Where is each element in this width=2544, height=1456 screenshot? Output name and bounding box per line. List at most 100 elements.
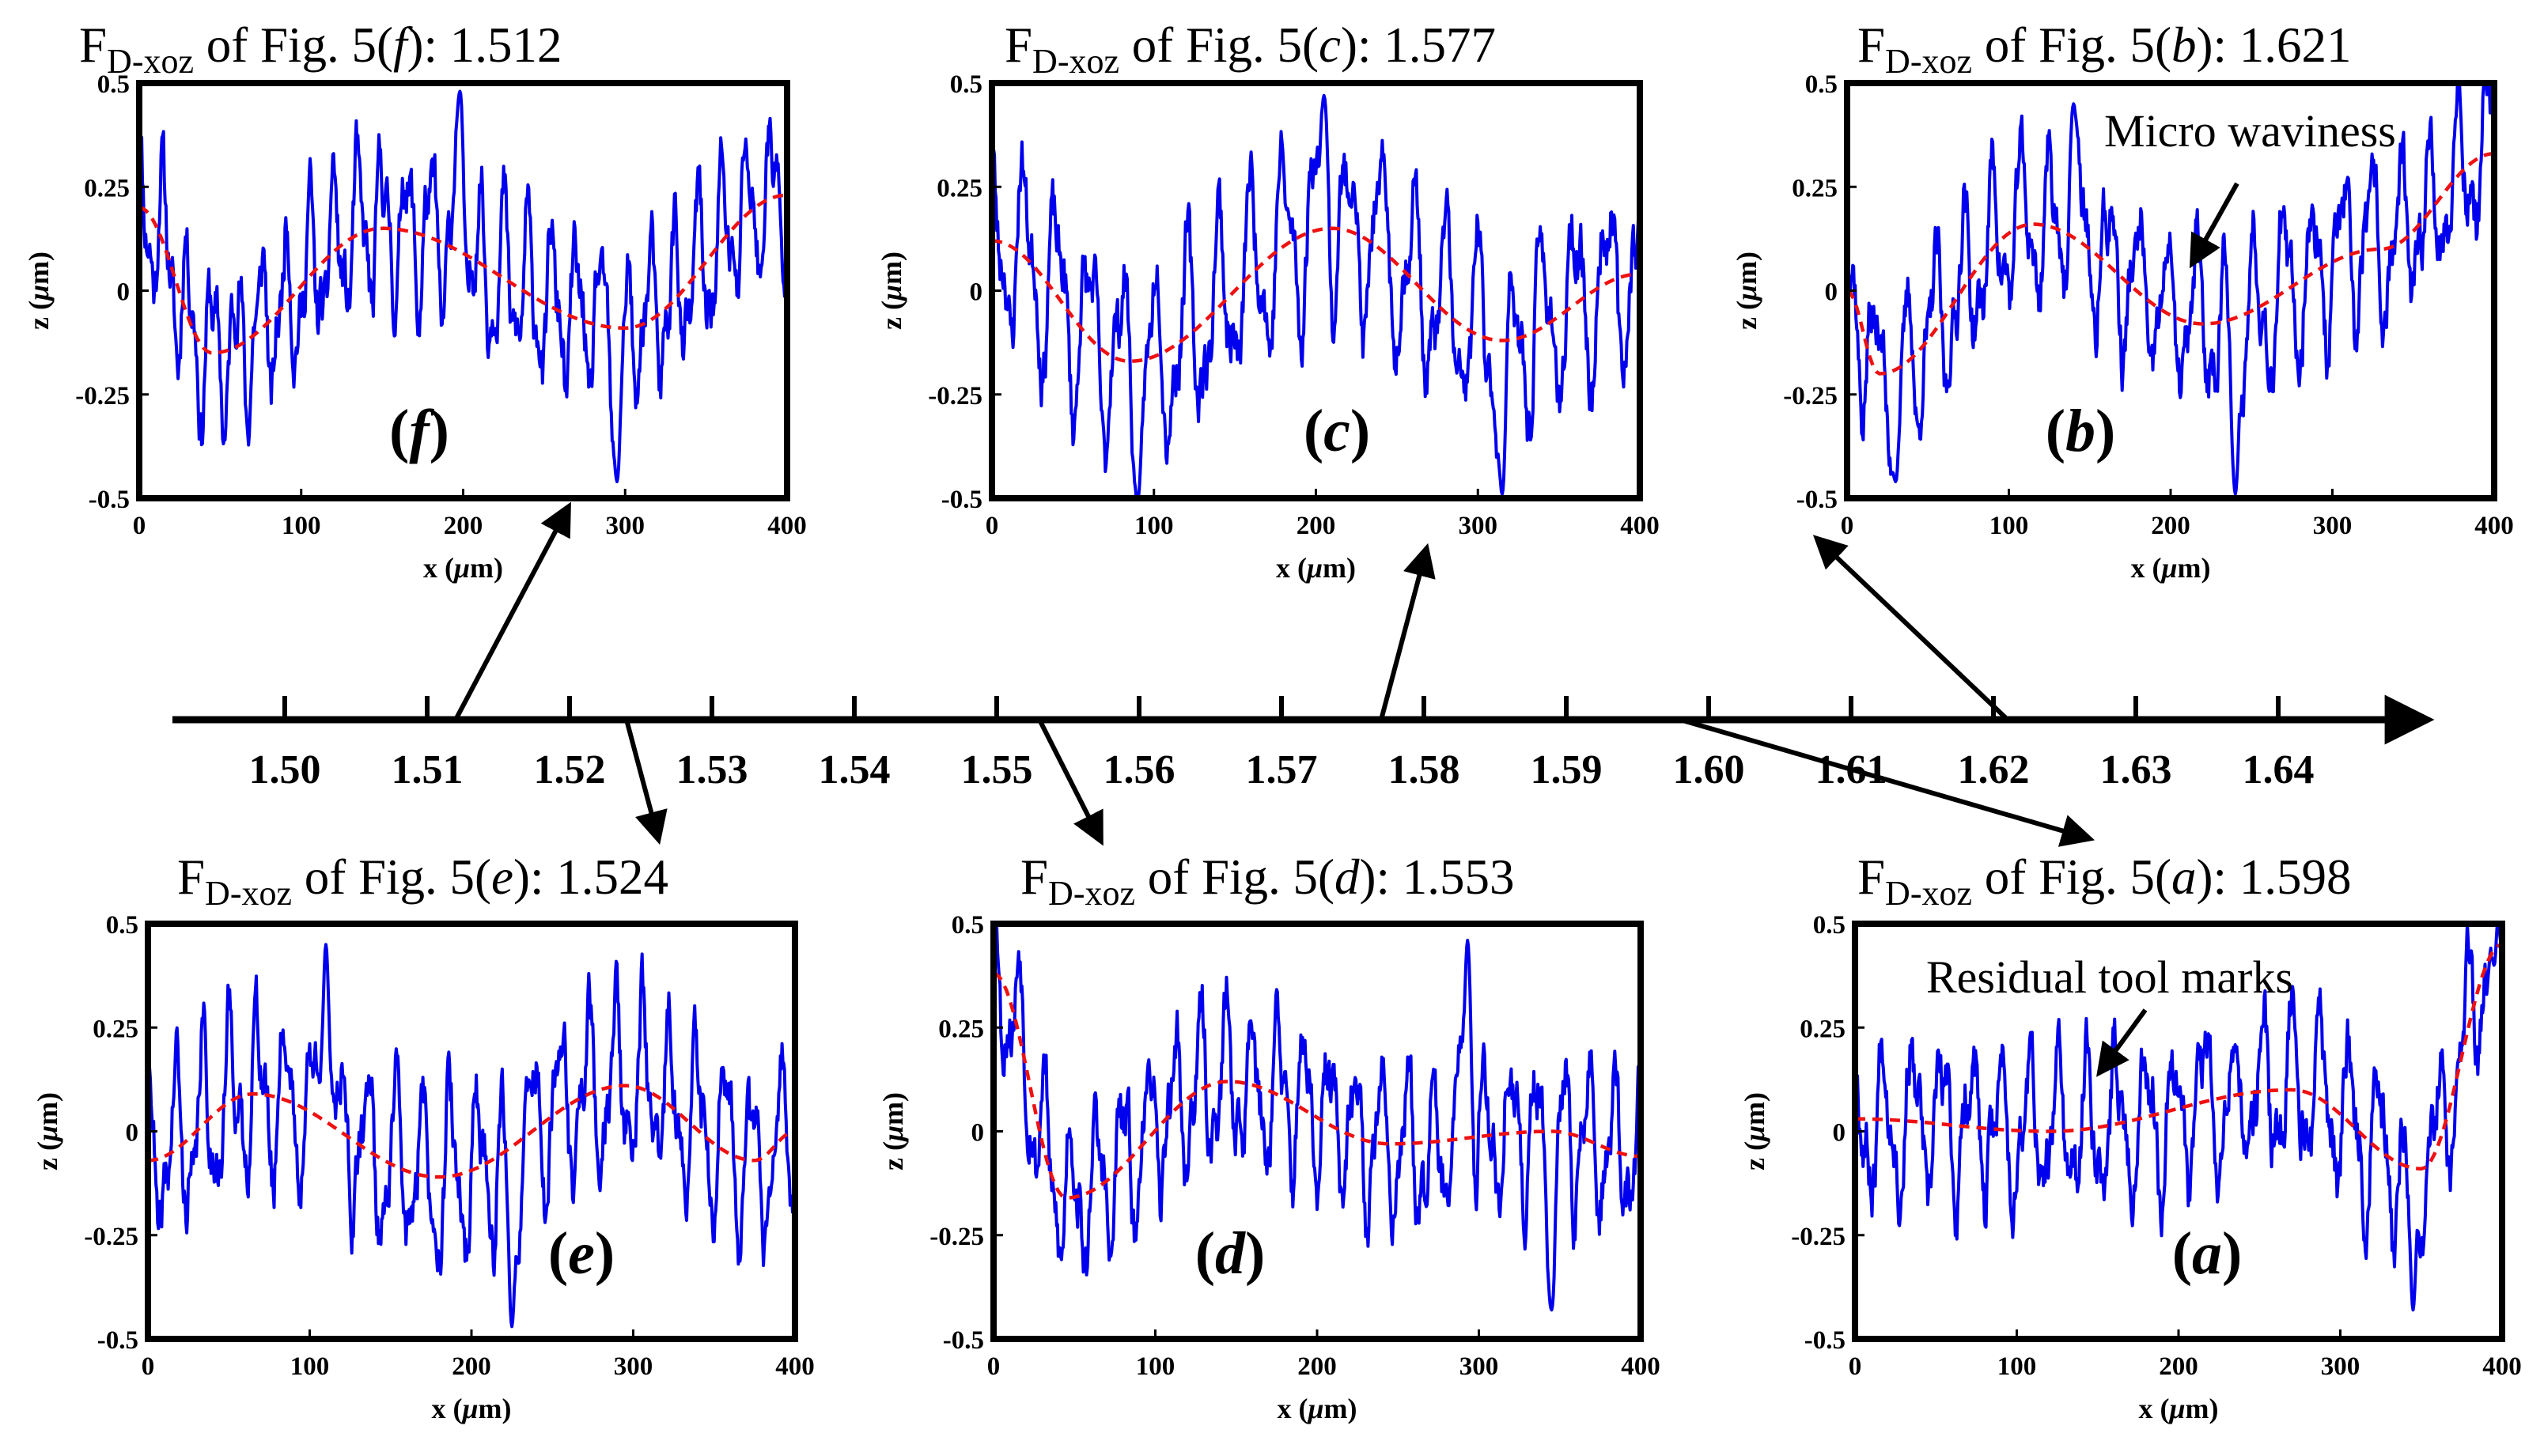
title-subscript: D-xoz	[1048, 874, 1135, 913]
x-tick-label: 400	[1621, 1352, 1660, 1381]
fractal-dimension-number-line: 1.50 1.51 1.52 1.53 1.54 1.55 1.56 1.57 1.58 1.59…	[172, 694, 2435, 792]
x-tick-label: 0	[133, 512, 146, 540]
x-label-end: m)	[1324, 1393, 1357, 1424]
panel-label-letter: d	[1215, 1220, 1246, 1287]
title-subscript: D-xoz	[1032, 42, 1119, 81]
title-letter: e	[491, 849, 513, 905]
title-middle: of Fig. 5(	[1972, 849, 2171, 905]
title-main: F	[1857, 17, 1885, 73]
x-label-start: x (	[2130, 552, 2161, 584]
title-middle: of Fig. 5(	[1119, 17, 1319, 73]
x-label-unit: μ	[460, 1393, 478, 1424]
panel-label-close: )	[430, 398, 449, 464]
annotation-arrow	[2189, 182, 2239, 269]
connector-arrow-e	[624, 719, 668, 845]
panel-label-close: )	[1350, 398, 1370, 464]
x-tick-label: 200	[2151, 512, 2190, 540]
panel-label-open: (	[548, 1220, 568, 1287]
x-tick-label: 300	[2313, 512, 2353, 540]
title-letter: d	[1334, 849, 1360, 905]
x-tick-label: 0	[142, 1352, 155, 1381]
number-line-label: 1.63	[2100, 747, 2172, 792]
y-tick-label: 0.25	[93, 1015, 138, 1043]
x-tick-label: 0	[1849, 1352, 1862, 1381]
y-label-end: m)	[876, 251, 907, 285]
title-main: F	[1005, 17, 1032, 73]
title-value: ): 1.524	[513, 849, 668, 905]
y-tick-label: 0.25	[937, 174, 982, 202]
plot-area	[139, 89, 787, 483]
number-line-label: 1.53	[676, 747, 748, 792]
x-label-end: m)	[470, 552, 503, 584]
y-tick-label: -0.25	[84, 1223, 138, 1251]
y-label-end: m)	[32, 1092, 63, 1125]
y-label-unit: μ	[32, 1125, 63, 1143]
x-tick-label: 100	[1989, 512, 2029, 540]
x-label-end: m)	[2178, 552, 2211, 584]
panel-label-close: )	[595, 1220, 615, 1287]
plot-area	[148, 943, 795, 1329]
y-tick-label: 0	[971, 1119, 985, 1148]
number-line-label: 1.52	[534, 747, 606, 792]
panel-label-open: (	[1304, 398, 1323, 464]
x-label-unit: μ	[1305, 552, 1323, 584]
title-subscript: D-xoz	[107, 42, 194, 81]
y-tick-label: -0.5	[97, 1326, 138, 1355]
y-label-end: m)	[1739, 1092, 1770, 1125]
x-label-end: m)	[479, 1393, 512, 1424]
panel-label: (b)	[2046, 398, 2116, 464]
x-tick-label: 300	[606, 512, 645, 540]
panel-label-open: (	[2046, 398, 2065, 464]
panel-d: FD-xoz of Fig. 5(d): 1.553 0 100 200 300 400 0…	[877, 849, 1660, 1424]
surface-profile-line	[1847, 83, 2494, 496]
annotation-residual-tool-marks: Residual tool marks	[1926, 951, 2293, 1003]
plot-area	[1847, 83, 2494, 496]
x-tick-label: 100	[1136, 1352, 1175, 1381]
y-tick-label: -0.5	[1796, 486, 1838, 514]
y-tick-label: 0.25	[1792, 174, 1838, 202]
number-line-label: 1.62	[1958, 747, 2030, 792]
panel-label-open: (	[2172, 1220, 2192, 1287]
y-tick-label: 0.5	[106, 911, 138, 940]
y-tick-label: -0.25	[1783, 382, 1838, 410]
x-tick-label: 100	[290, 1352, 330, 1381]
y-tick-label: -0.5	[941, 486, 982, 514]
panel-title: FD-xoz of Fig. 5(e): 1.524	[177, 849, 668, 913]
connector-arrow-c	[1379, 543, 1436, 720]
x-tick-label: 200	[1297, 512, 1336, 540]
panel-title: FD-xoz of Fig. 5(f): 1.512	[79, 17, 562, 81]
y-label-start: z (	[1731, 301, 1762, 330]
y-label-unit: μ	[23, 285, 55, 302]
y-label-unit: μ	[1739, 1125, 1770, 1143]
x-label-start: x (	[431, 1393, 462, 1424]
panel-f: FD-xoz of Fig. 5(f): 1.512 0 100 200 300 400 0…	[23, 17, 807, 584]
x-axis-label: x (μm)	[1276, 552, 1356, 584]
panel-label-letter: a	[2192, 1220, 2222, 1287]
x-label-start: x (	[423, 552, 454, 584]
title-subscript: D-xoz	[1885, 874, 1972, 913]
x-label-start: x (	[1277, 1393, 1308, 1424]
y-tick-label: -0.25	[75, 382, 130, 410]
connector-arrow-a	[1679, 717, 2095, 847]
y-tick-label: 0.25	[938, 1015, 984, 1043]
panel-label-open: (	[1195, 1220, 1215, 1287]
y-label-unit: μ	[1731, 285, 1762, 302]
annotation-micro-waviness: Micro waviness	[2104, 105, 2396, 157]
number-line-label: 1.58	[1388, 747, 1460, 792]
x-tick-label: 200	[1297, 1352, 1337, 1381]
panel-title: FD-xoz of Fig. 5(d): 1.553	[1020, 849, 1515, 913]
y-label-start: z (	[1739, 1141, 1770, 1170]
y-tick-label: 0	[1825, 278, 1838, 307]
x-label-unit: μ	[1306, 1393, 1323, 1424]
x-tick-label: 300	[1459, 1352, 1499, 1381]
y-label-unit: μ	[876, 285, 907, 302]
y-tick-label: -0.5	[89, 486, 130, 514]
surface-profile-line	[1855, 924, 2502, 1312]
y-tick-label: -0.25	[929, 1223, 984, 1251]
number-line-label: 1.64	[2243, 747, 2315, 792]
y-tick-label: -0.25	[928, 382, 982, 410]
x-axis-label: x (μm)	[2138, 1393, 2218, 1424]
x-tick-label: 400	[1620, 512, 1660, 540]
number-line-label: 1.54	[819, 747, 891, 792]
